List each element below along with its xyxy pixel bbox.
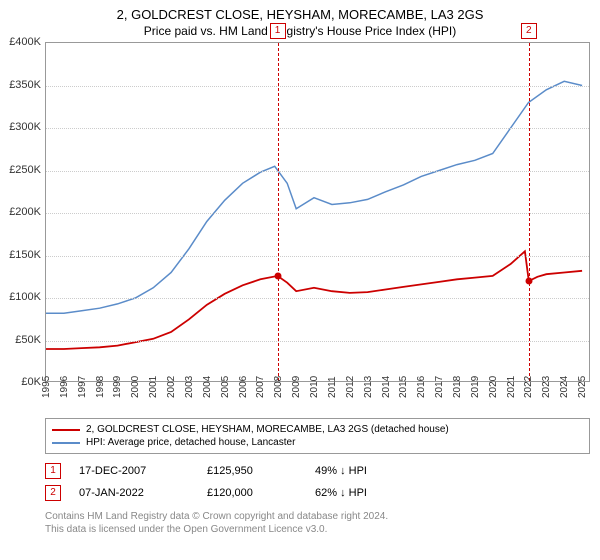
chart-container: 2, GOLDCREST CLOSE, HEYSHAM, MORECAMBE, … [0, 0, 600, 560]
y-tick-label: £400K [9, 36, 41, 48]
sales-date: 17-DEC-2007 [79, 465, 189, 477]
x-tick-label: 2000 [130, 376, 141, 398]
x-tick-label: 2004 [202, 376, 213, 398]
y-tick-label: £0K [21, 376, 41, 388]
gridline [46, 213, 589, 214]
sale-marker-box: 2 [521, 23, 537, 39]
gridline [46, 171, 589, 172]
sale-marker-box: 1 [270, 23, 286, 39]
gridline [46, 341, 589, 342]
y-tick-label: £250K [9, 164, 41, 176]
legend-label: HPI: Average price, detached house, Lanc… [86, 437, 295, 448]
sales-table: 1 17-DEC-2007 £125,950 49% ↓ HPI 2 07-JAN-202… [45, 460, 590, 504]
sale-dot [274, 273, 281, 280]
legend-label: 2, GOLDCREST CLOSE, HEYSHAM, MORECAMBE, … [86, 424, 449, 435]
x-tick-label: 2022 [523, 376, 534, 398]
x-tick-label: 2011 [327, 377, 338, 399]
x-tick-label: 1995 [41, 376, 52, 398]
gridline [46, 128, 589, 129]
x-tick-label: 2010 [309, 376, 320, 398]
y-tick-label: £350K [9, 79, 41, 91]
sales-price: £120,000 [207, 487, 297, 499]
x-tick-label: 1997 [77, 376, 88, 398]
x-tick-label: 2006 [238, 376, 249, 398]
x-tick-label: 2003 [184, 376, 195, 398]
sales-marker: 1 [45, 463, 61, 479]
legend-row: 2, GOLDCREST CLOSE, HEYSHAM, MORECAMBE, … [52, 423, 583, 436]
x-tick-label: 2019 [470, 376, 481, 398]
x-tick-label: 2018 [452, 376, 463, 398]
x-tick-label: 2005 [220, 376, 231, 398]
chart-area: 12 £0K£50K£100K£150K£200K£250K£300K£350K… [45, 42, 590, 412]
y-tick-label: £300K [9, 121, 41, 133]
x-tick-label: 2015 [398, 376, 409, 398]
legend-swatch [52, 442, 80, 444]
footnote-line: This data is licensed under the Open Gov… [45, 523, 590, 536]
chart-subtitle: Price paid vs. HM Land Registry's House … [0, 24, 600, 42]
footnote-line: Contains HM Land Registry data © Crown c… [45, 510, 590, 523]
x-tick-label: 1999 [112, 376, 123, 398]
sale-vline [529, 43, 530, 381]
sales-row: 2 07-JAN-2022 £120,000 62% ↓ HPI [45, 482, 590, 504]
series-price_paid [46, 251, 582, 349]
y-tick-label: £200K [9, 206, 41, 218]
x-tick-label: 2023 [541, 376, 552, 398]
gridline [46, 86, 589, 87]
sales-date: 07-JAN-2022 [79, 487, 189, 499]
x-tick-label: 1998 [95, 376, 106, 398]
chart-title: 2, GOLDCREST CLOSE, HEYSHAM, MORECAMBE, … [0, 0, 600, 24]
x-tick-label: 2002 [166, 376, 177, 398]
plot-area: 12 [45, 42, 590, 382]
gridline [46, 298, 589, 299]
y-tick-label: £100K [9, 291, 41, 303]
x-tick-label: 2017 [434, 376, 445, 398]
x-tick-label: 1996 [59, 376, 70, 398]
legend-row: HPI: Average price, detached house, Lanc… [52, 436, 583, 449]
legend: 2, GOLDCREST CLOSE, HEYSHAM, MORECAMBE, … [45, 418, 590, 454]
x-tick-label: 2016 [416, 376, 427, 398]
gridline [46, 256, 589, 257]
x-tick-label: 2024 [559, 376, 570, 398]
x-tick-label: 2007 [255, 376, 266, 398]
x-tick-label: 2001 [148, 376, 159, 398]
x-tick-label: 2021 [506, 376, 517, 398]
footnote: Contains HM Land Registry data © Crown c… [45, 510, 590, 536]
x-tick-label: 2012 [345, 376, 356, 398]
sales-price: £125,950 [207, 465, 297, 477]
x-tick-label: 2008 [273, 376, 284, 398]
y-tick-label: £150K [9, 249, 41, 261]
x-tick-label: 2020 [488, 376, 499, 398]
x-tick-label: 2013 [363, 376, 374, 398]
series-hpi [46, 81, 582, 313]
sale-vline [278, 43, 279, 381]
sales-row: 1 17-DEC-2007 £125,950 49% ↓ HPI [45, 460, 590, 482]
x-tick-label: 2025 [577, 376, 588, 398]
sales-hpi: 49% ↓ HPI [315, 465, 415, 477]
sales-hpi: 62% ↓ HPI [315, 487, 415, 499]
sales-marker: 2 [45, 485, 61, 501]
sale-dot [525, 278, 532, 285]
x-tick-label: 2014 [381, 376, 392, 398]
legend-swatch [52, 429, 80, 431]
x-tick-label: 2009 [291, 376, 302, 398]
y-tick-label: £50K [15, 334, 41, 346]
